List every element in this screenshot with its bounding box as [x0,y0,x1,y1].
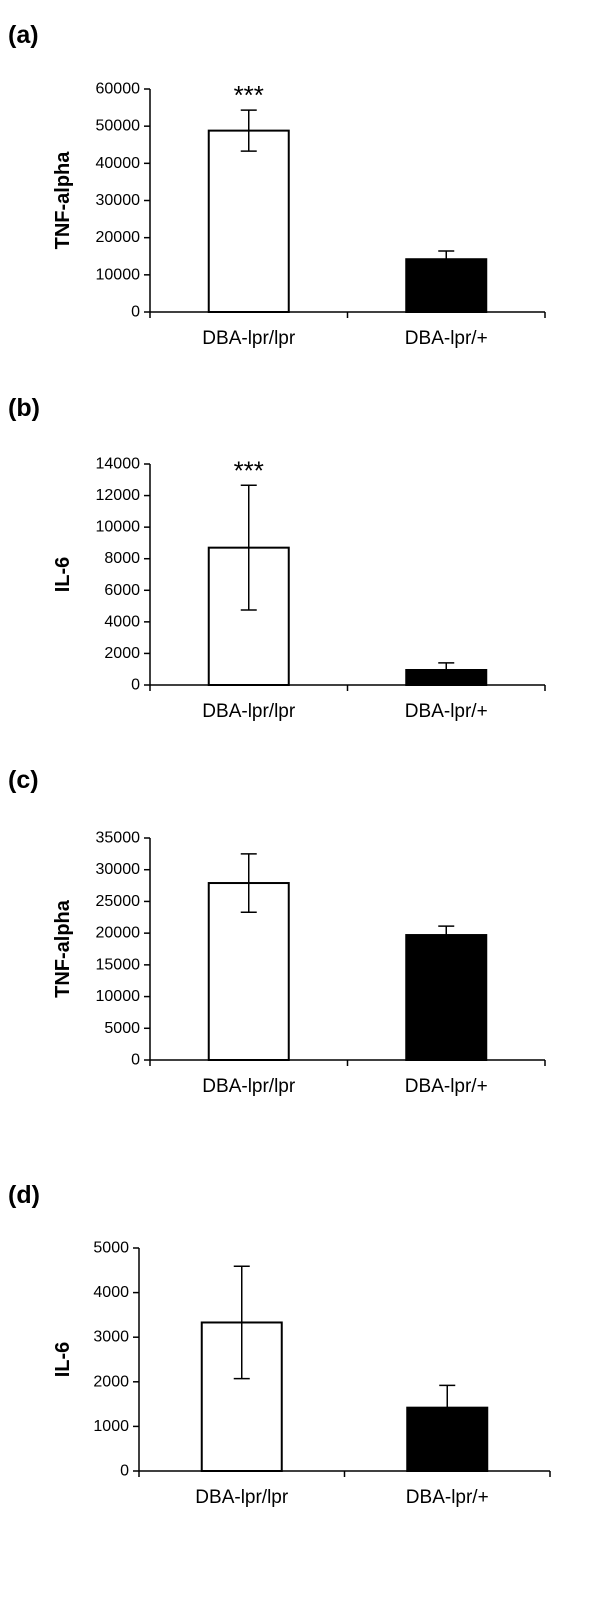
panel-label: (d) [8,1181,40,1209]
panel-label: (b) [8,394,40,422]
y-tick-label: 0 [131,677,140,694]
y-tick-label: 4000 [104,613,140,630]
y-axis-label: TNF-alpha [52,151,74,250]
y-tick-label: 5000 [104,1020,140,1037]
y-tick-label: 10000 [96,519,141,536]
y-tick-label: 10000 [96,266,141,283]
y-tick-label: 10000 [96,988,141,1005]
y-tick-label: 4000 [93,1284,129,1301]
y-tick-label: 2000 [93,1373,129,1390]
bar [405,258,488,313]
x-category-label: DBA-lpr/lpr [202,328,296,349]
x-category-label: DBA-lpr/lpr [202,701,296,722]
x-category-label: DBA-lpr/+ [405,1076,488,1097]
y-tick-label: 15000 [96,956,141,973]
y-tick-label: 25000 [96,893,141,910]
y-tick-label: 50000 [96,118,141,135]
x-category-label: DBA-lpr/+ [405,328,488,349]
y-tick-label: 2000 [104,645,140,662]
y-tick-label: 8000 [104,550,140,567]
bar [406,1406,489,1472]
bar [207,129,290,313]
y-tick-label: 12000 [96,487,141,504]
y-tick-label: 0 [120,1463,129,1480]
y-tick-label: 20000 [96,925,141,942]
y-axis-label: IL-6 [52,557,74,593]
x-category-label: DBA-lpr/lpr [195,1487,289,1508]
y-axis-label: IL-6 [52,1342,74,1378]
y-tick-label: 5000 [93,1240,129,1257]
y-tick-label: 40000 [96,155,141,172]
y-tick-label: 1000 [93,1418,129,1435]
y-tick-label: 6000 [104,582,140,599]
y-tick-label: 14000 [96,456,141,473]
x-category-label: DBA-lpr/lpr [202,1076,296,1097]
y-tick-label: 20000 [96,229,141,246]
x-category-label: DBA-lpr/+ [406,1487,489,1508]
y-tick-label: 35000 [96,830,141,847]
panel-label: (c) [8,766,39,794]
x-category-label: DBA-lpr/+ [405,701,488,722]
y-tick-label: 3000 [93,1329,129,1346]
panel-label: (a) [8,21,39,49]
y-tick-label: 30000 [96,861,141,878]
y-axis-label: TNF-alpha [52,899,74,998]
y-tick-label: 0 [131,304,140,321]
bar [405,934,488,1061]
y-tick-label: 60000 [96,81,141,98]
significance-marker: *** [234,455,264,485]
significance-marker: *** [234,80,264,110]
y-tick-label: 30000 [96,192,141,209]
y-tick-label: 0 [131,1052,140,1069]
